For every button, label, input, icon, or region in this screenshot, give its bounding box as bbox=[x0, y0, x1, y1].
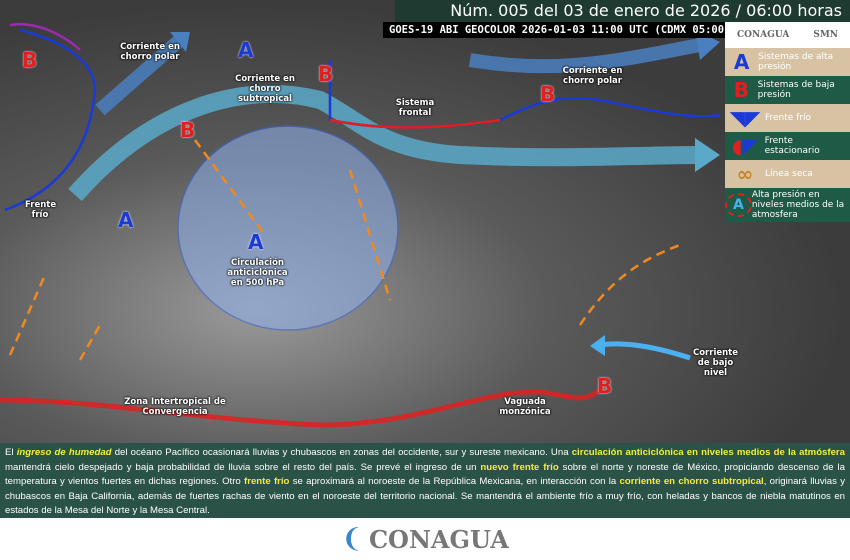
occluded-front bbox=[9, 22, 81, 51]
legend-item-cold-front: ◥◤ Frente frío bbox=[725, 104, 850, 132]
polar-jet-label: Corriente en chorro polar bbox=[120, 42, 180, 62]
legend-item-dry-line: ∞ Línea seca bbox=[725, 160, 850, 188]
legend-item-stationary-front: ◖◤ Frente estacionario bbox=[725, 132, 850, 160]
footer-logo: CONAGUA bbox=[368, 524, 509, 554]
polar-jet-label: Corriente en chorro polar bbox=[562, 66, 623, 86]
itcz-label: Zona Intertropical de Convergencia bbox=[124, 397, 226, 417]
monsoon-trough-label: Vaguada monzónica bbox=[499, 397, 551, 417]
anticyclone-area bbox=[177, 125, 399, 331]
low-pressure-marker: B bbox=[597, 374, 613, 398]
subtropical-jet bbox=[68, 85, 701, 201]
satellite-caption: GOES-19 ABI GEOCOLOR 2026-01-03 11:00 UT… bbox=[383, 22, 768, 38]
high-pressure-marker: A bbox=[118, 208, 134, 232]
map-legend: CONAGUA SMN A Sistemas de alta presión B Si… bbox=[725, 22, 850, 222]
dry-line-icon: ∞ bbox=[736, 162, 754, 186]
legend-item-high: A Sistemas de alta presión bbox=[725, 48, 850, 76]
high-pressure-marker: A bbox=[238, 38, 254, 62]
polar-jet-left bbox=[95, 34, 185, 116]
smn-logo: SMN bbox=[813, 30, 839, 40]
polar-jet-right bbox=[468, 38, 702, 74]
satellite-map: Núm. 005 del 03 de enero de 2026 / 06:00… bbox=[0, 0, 850, 443]
subtropical-jet-label: Corriente en chorro subtropical bbox=[235, 74, 295, 104]
subtropical-jet-arrow bbox=[695, 138, 720, 172]
dry-line-pacific-2 bbox=[78, 324, 102, 361]
footer: ❨ CONAGUA bbox=[0, 518, 850, 560]
cold-front-label: Frente frío bbox=[25, 200, 57, 220]
dry-line-pacific-1 bbox=[8, 274, 47, 356]
low-pressure-marker: B bbox=[180, 118, 196, 142]
low-level-jet-label: Corriente de bajo nivel bbox=[692, 348, 739, 378]
dry-line-caribbean bbox=[578, 243, 681, 326]
frontal-system-label: Sistema frontal bbox=[395, 98, 435, 118]
itcz bbox=[0, 387, 602, 428]
map-overlay bbox=[0, 22, 721, 428]
cold-front-icon: ◥◤ bbox=[729, 106, 761, 130]
legend-item-mid-level-high: A Alta presión en niveles medios de la at… bbox=[725, 188, 850, 222]
low-pressure-marker: B bbox=[22, 48, 38, 72]
bulletin-title: Núm. 005 del 03 de enero de 2026 / 06:00… bbox=[395, 0, 850, 22]
dry-line-baja bbox=[193, 139, 267, 236]
stationary-front-icon: ◖◤ bbox=[731, 134, 758, 158]
stationary-front bbox=[329, 118, 501, 129]
polar-jet-left-arrow bbox=[170, 32, 190, 52]
low-pressure-marker: B bbox=[318, 62, 334, 86]
dry-line-gulf bbox=[348, 169, 392, 301]
legend-item-low: B Sistemas de baja presión bbox=[725, 76, 850, 104]
conagua-emblem-icon: ❨ bbox=[341, 524, 363, 554]
anticyclone-label: Circulación anticiclónica en 500 hPa bbox=[227, 258, 288, 288]
forecast-summary: El ingreso de humedad del océano Pacífic… bbox=[0, 443, 850, 518]
low-pressure-marker: B bbox=[540, 82, 556, 106]
conagua-logo: CONAGUA bbox=[736, 30, 790, 40]
high-pressure-marker: A bbox=[248, 230, 264, 254]
low-level-jet bbox=[599, 341, 691, 361]
low-level-jet-arrow bbox=[590, 335, 605, 356]
cold-front-west bbox=[4, 28, 97, 212]
